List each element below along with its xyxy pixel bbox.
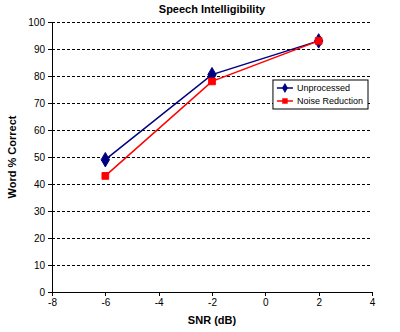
y-axis-title: Word % Correct bbox=[6, 115, 18, 198]
tick-label: -8 bbox=[48, 297, 57, 308]
tick-label: 0 bbox=[263, 297, 269, 308]
legend: Unprocessed Noise Reduction bbox=[273, 80, 368, 109]
tick-label: 50 bbox=[34, 152, 46, 163]
tick-mark bbox=[159, 292, 160, 296]
tick-mark bbox=[48, 103, 52, 104]
tick: 80 bbox=[34, 71, 52, 82]
marker bbox=[101, 152, 109, 166]
tick-mark bbox=[48, 76, 52, 77]
tick: 0 bbox=[39, 287, 52, 298]
tick-label: 80 bbox=[34, 71, 46, 82]
marker bbox=[315, 34, 323, 48]
tick-mark bbox=[48, 184, 52, 185]
grid-line bbox=[52, 211, 372, 212]
tick-label: 60 bbox=[34, 125, 46, 136]
tick-label: 100 bbox=[28, 17, 45, 28]
tick-label: 10 bbox=[34, 260, 46, 271]
tick-mark bbox=[212, 292, 213, 296]
tick-label: 90 bbox=[34, 44, 46, 55]
marker bbox=[209, 78, 216, 85]
grid-line bbox=[52, 265, 372, 266]
legend-label: Unprocessed bbox=[297, 83, 350, 93]
marker bbox=[315, 38, 322, 45]
x-axis-title: SNR (dB) bbox=[188, 314, 237, 326]
title: Speech Intelligibility bbox=[159, 3, 266, 15]
tick-mark bbox=[319, 292, 320, 296]
tick: -8 bbox=[48, 292, 57, 308]
chart: 0 10 20 30 40 50 60 70 80 90 100 -8 -6 -4 -2 0 2 4 Speech … bbox=[0, 0, 400, 332]
tick: -6 bbox=[101, 292, 110, 308]
tick-label: 4 bbox=[370, 297, 376, 308]
tick-label: -4 bbox=[155, 297, 164, 308]
tick: -2 bbox=[208, 292, 217, 308]
grid-line bbox=[52, 49, 372, 50]
tick: -4 bbox=[155, 292, 164, 308]
tick-label: -6 bbox=[101, 297, 110, 308]
tick-label: 2 bbox=[316, 297, 322, 308]
tick-label: 20 bbox=[34, 233, 46, 244]
tick-label: 40 bbox=[34, 179, 46, 190]
tick-mark bbox=[48, 49, 52, 50]
tick: 20 bbox=[34, 233, 52, 244]
tick: 100 bbox=[28, 17, 52, 28]
tick-mark bbox=[48, 157, 52, 158]
marker bbox=[102, 173, 109, 180]
tick: 2 bbox=[316, 292, 322, 308]
tick-label: 0 bbox=[39, 287, 45, 298]
tick: 30 bbox=[34, 206, 52, 217]
grid-line bbox=[52, 157, 372, 158]
tick-label: 30 bbox=[34, 206, 46, 217]
tick: 70 bbox=[34, 98, 52, 109]
x-axis: -8 -6 -4 -2 0 2 4 bbox=[48, 292, 376, 308]
tick-mark bbox=[105, 292, 106, 296]
legend-box bbox=[273, 80, 368, 109]
tick: 50 bbox=[34, 152, 52, 163]
axis-line bbox=[52, 23, 53, 293]
grid bbox=[52, 22, 372, 292]
tick: 0 bbox=[263, 292, 269, 308]
tick-mark bbox=[372, 292, 373, 296]
tick-mark bbox=[48, 130, 52, 131]
y-axis: 0 10 20 30 40 50 60 70 80 90 100 bbox=[28, 17, 52, 298]
tick: 4 bbox=[370, 292, 376, 308]
tick: 90 bbox=[34, 44, 52, 55]
tick-mark bbox=[52, 292, 53, 296]
tick-mark bbox=[48, 211, 52, 212]
tick-label: -2 bbox=[208, 297, 217, 308]
tick-label: 70 bbox=[34, 98, 46, 109]
grid-line bbox=[52, 238, 372, 239]
tick-mark bbox=[48, 238, 52, 239]
grid-line bbox=[52, 130, 372, 131]
tick: 40 bbox=[34, 179, 52, 190]
tick: 60 bbox=[34, 125, 52, 136]
tick-mark bbox=[48, 22, 52, 23]
legend-marker bbox=[282, 98, 287, 103]
grid-line bbox=[52, 22, 372, 23]
tick-mark bbox=[48, 265, 52, 266]
tick: 10 bbox=[34, 260, 52, 271]
legend-marker bbox=[282, 83, 288, 93]
tick-mark bbox=[48, 292, 52, 293]
grid-line bbox=[52, 184, 372, 185]
series-line bbox=[105, 41, 318, 160]
legend-label: Noise Reduction bbox=[297, 96, 363, 106]
tick-mark bbox=[265, 292, 266, 296]
